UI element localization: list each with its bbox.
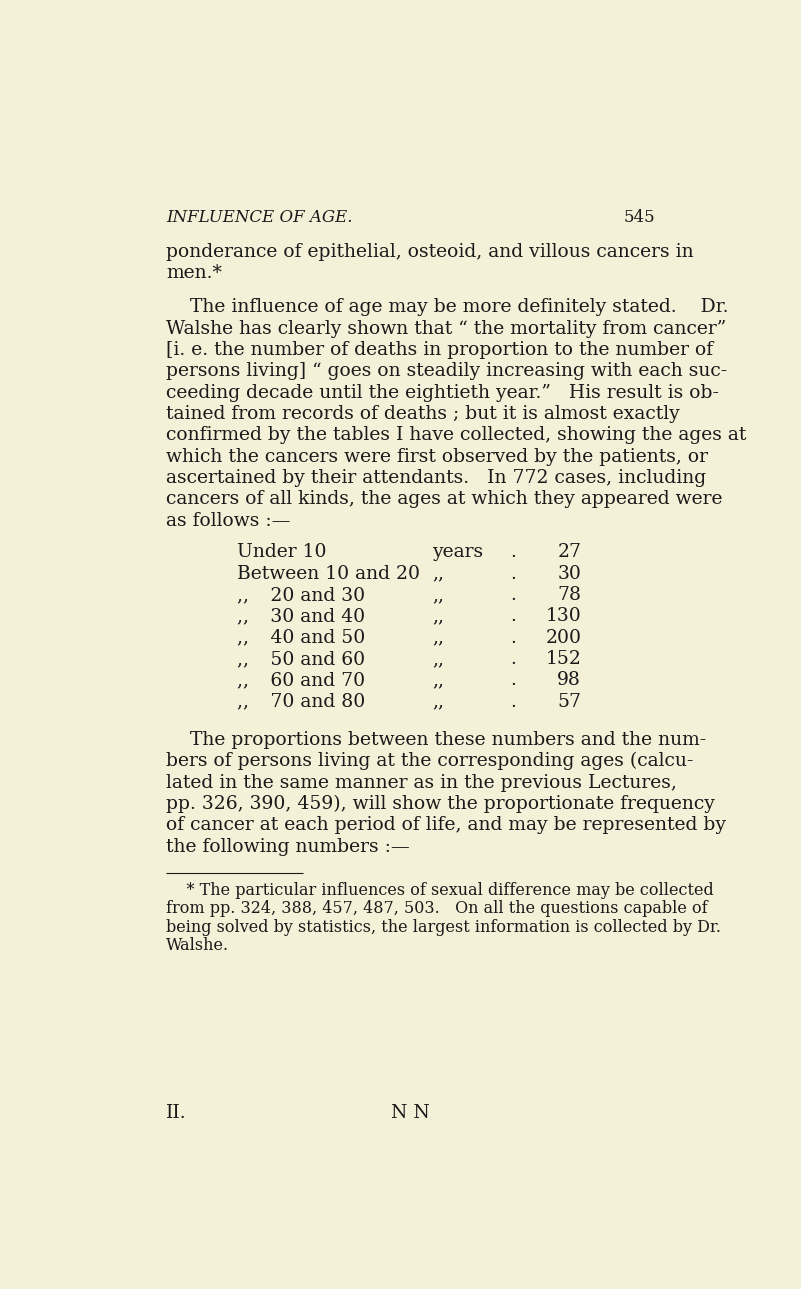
- Text: 152: 152: [545, 650, 582, 668]
- Text: as follows :—: as follows :—: [166, 512, 291, 530]
- Text: ,,: ,,: [433, 650, 445, 668]
- Text: ,,: ,,: [433, 607, 445, 625]
- Text: pp. 326, 390, 459), will show the proportionate frequency: pp. 326, 390, 459), will show the propor…: [166, 795, 714, 813]
- Text: ponderance of epithelial, osteoid, and villous cancers in: ponderance of epithelial, osteoid, and v…: [166, 242, 694, 260]
- Text: The proportions between these numbers and the num-: The proportions between these numbers an…: [166, 731, 706, 749]
- Text: 98: 98: [557, 672, 582, 690]
- Text: N N: N N: [391, 1105, 430, 1123]
- Text: which the cancers were first observed by the patients, or: which the cancers were first observed by…: [166, 447, 708, 465]
- Text: 57: 57: [557, 692, 582, 710]
- Text: ceeding decade until the eightieth year.”   His result is ob-: ceeding decade until the eightieth year.…: [166, 384, 719, 402]
- Text: ,,: ,,: [433, 565, 445, 583]
- Text: Between 10 and 20: Between 10 and 20: [237, 565, 420, 583]
- Text: the following numbers :—: the following numbers :—: [166, 838, 410, 856]
- Text: 27: 27: [557, 544, 582, 562]
- Text: Under 10: Under 10: [237, 544, 326, 562]
- Text: ,,   40 and 50: ,, 40 and 50: [237, 629, 365, 647]
- Text: .: .: [510, 692, 516, 710]
- Text: years: years: [433, 544, 483, 562]
- Text: .: .: [510, 544, 516, 562]
- Text: 130: 130: [545, 607, 582, 625]
- Text: cancers of all kinds, the ages at which they appeared were: cancers of all kinds, the ages at which …: [166, 490, 723, 508]
- Text: ,,: ,,: [433, 692, 445, 710]
- Text: .: .: [510, 650, 516, 668]
- Text: 200: 200: [545, 629, 582, 647]
- Text: ,,: ,,: [433, 629, 445, 647]
- Text: ,,   50 and 60: ,, 50 and 60: [237, 650, 364, 668]
- Text: ,,   30 and 40: ,, 30 and 40: [237, 607, 364, 625]
- Text: 545: 545: [623, 209, 655, 226]
- Text: ascertained by their attendants.   In 772 cases, including: ascertained by their attendants. In 772 …: [166, 469, 706, 487]
- Text: men.*: men.*: [166, 264, 222, 282]
- Text: ,,: ,,: [433, 672, 445, 690]
- Text: .: .: [510, 672, 516, 690]
- Text: Walshe.: Walshe.: [166, 937, 229, 954]
- Text: 78: 78: [557, 586, 582, 605]
- Text: .: .: [510, 607, 516, 625]
- Text: .: .: [510, 629, 516, 647]
- Text: of cancer at each period of life, and may be represented by: of cancer at each period of life, and ma…: [166, 816, 726, 834]
- Text: 30: 30: [557, 565, 582, 583]
- Text: INFLUENCE OF AGE.: INFLUENCE OF AGE.: [166, 209, 352, 226]
- Text: ,,   20 and 30: ,, 20 and 30: [237, 586, 364, 605]
- Text: lated in the same manner as in the previous Lectures,: lated in the same manner as in the previ…: [166, 773, 677, 791]
- Text: Walshe has clearly shown that “ the mortality from cancer”: Walshe has clearly shown that “ the mort…: [166, 320, 727, 338]
- Text: ,,   70 and 80: ,, 70 and 80: [237, 692, 365, 710]
- Text: ,,   60 and 70: ,, 60 and 70: [237, 672, 364, 690]
- Text: .: .: [510, 586, 516, 605]
- Text: II.: II.: [166, 1105, 187, 1123]
- Text: The influence of age may be more definitely stated.    Dr.: The influence of age may be more definit…: [166, 298, 728, 316]
- Text: being solved by statistics, the largest information is collected by Dr.: being solved by statistics, the largest …: [166, 919, 721, 936]
- Text: [i. e. the number of deaths in proportion to the number of: [i. e. the number of deaths in proportio…: [166, 342, 713, 358]
- Text: .: .: [510, 565, 516, 583]
- Text: from pp. 324, 388, 457, 487, 503.   On all the questions capable of: from pp. 324, 388, 457, 487, 503. On all…: [166, 900, 707, 916]
- Text: persons living] “ goes on steadily increasing with each suc-: persons living] “ goes on steadily incre…: [166, 362, 727, 380]
- Text: ,,: ,,: [433, 586, 445, 605]
- Text: tained from records of deaths ; but it is almost exactly: tained from records of deaths ; but it i…: [166, 405, 680, 423]
- Text: confirmed by the tables I have collected, showing the ages at: confirmed by the tables I have collected…: [166, 427, 747, 445]
- Text: bers of persons living at the corresponding ages (calcu-: bers of persons living at the correspond…: [166, 753, 694, 771]
- Text: * The particular influences of sexual difference may be collected: * The particular influences of sexual di…: [166, 882, 714, 898]
